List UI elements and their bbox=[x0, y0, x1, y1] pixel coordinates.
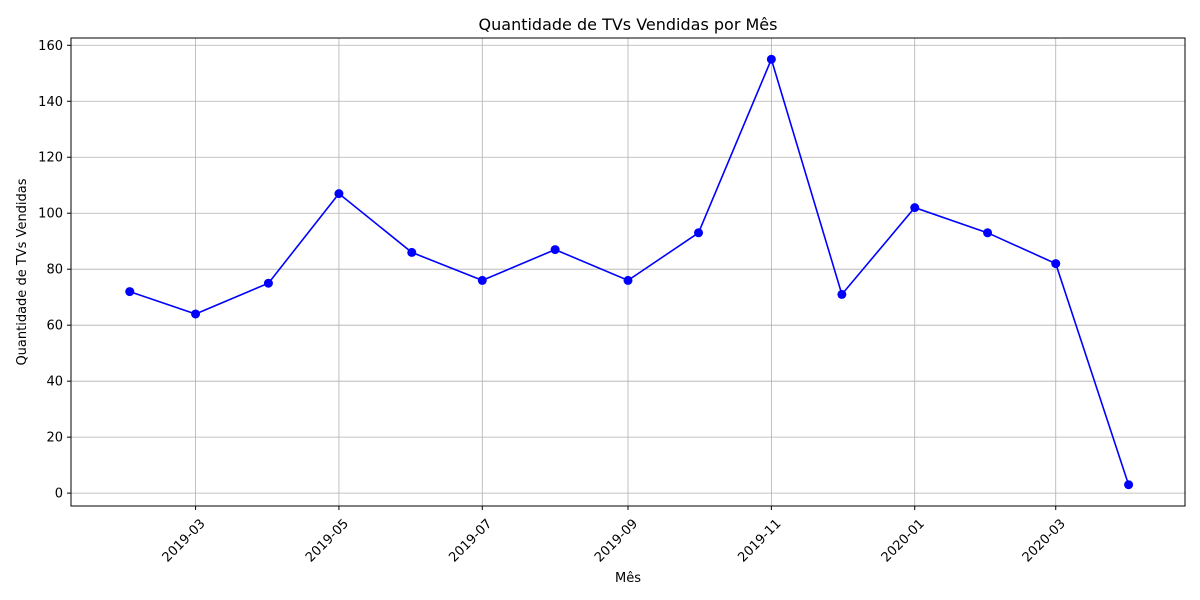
data-point bbox=[910, 203, 920, 213]
x-tick-label: 2020-01 bbox=[879, 516, 928, 565]
series-layer bbox=[125, 54, 1134, 490]
y-tick-label: 40 bbox=[46, 375, 63, 390]
y-tick-label: 160 bbox=[38, 39, 63, 54]
y-tick-label: 100 bbox=[38, 207, 63, 222]
data-point bbox=[837, 289, 847, 299]
data-point bbox=[550, 245, 560, 255]
x-tick-label: 2020-03 bbox=[1020, 516, 1069, 565]
data-point bbox=[694, 228, 704, 238]
data-point bbox=[1124, 480, 1134, 490]
y-tick-label: 20 bbox=[46, 431, 63, 446]
x-axis-label: Mês bbox=[615, 571, 641, 586]
data-point bbox=[983, 228, 993, 238]
grid-lines bbox=[71, 38, 1185, 506]
data-point bbox=[125, 287, 135, 297]
y-axis-label: Quantidade de TVs Vendidas bbox=[15, 178, 30, 365]
series-line bbox=[129, 56, 1130, 485]
chart-title: Quantidade de TVs Vendidas por Mês bbox=[479, 15, 778, 34]
data-point bbox=[191, 309, 201, 319]
x-tick-label: 2019-05 bbox=[303, 516, 352, 565]
data-point bbox=[407, 247, 417, 257]
y-tick-label: 0 bbox=[55, 487, 63, 502]
y-tick-label: 140 bbox=[38, 95, 63, 110]
axis-ticks: 0 20 40 60 80 100 120 140 160 2019-03 2019-05 2019-… bbox=[38, 39, 1069, 566]
data-point bbox=[1051, 259, 1061, 269]
y-tick-label: 120 bbox=[38, 151, 63, 166]
data-point bbox=[477, 275, 487, 285]
data-point bbox=[263, 278, 273, 288]
x-tick-label: 2019-03 bbox=[160, 516, 209, 565]
y-tick-label: 80 bbox=[46, 263, 63, 278]
y-tick-label: 60 bbox=[46, 319, 63, 334]
x-tick-label: 2019-07 bbox=[446, 516, 495, 565]
data-point bbox=[623, 275, 633, 285]
x-tick-label: 2019-09 bbox=[592, 516, 641, 565]
x-tick-label: 2019-11 bbox=[735, 516, 784, 565]
data-point bbox=[334, 189, 344, 199]
data-point bbox=[766, 54, 776, 64]
